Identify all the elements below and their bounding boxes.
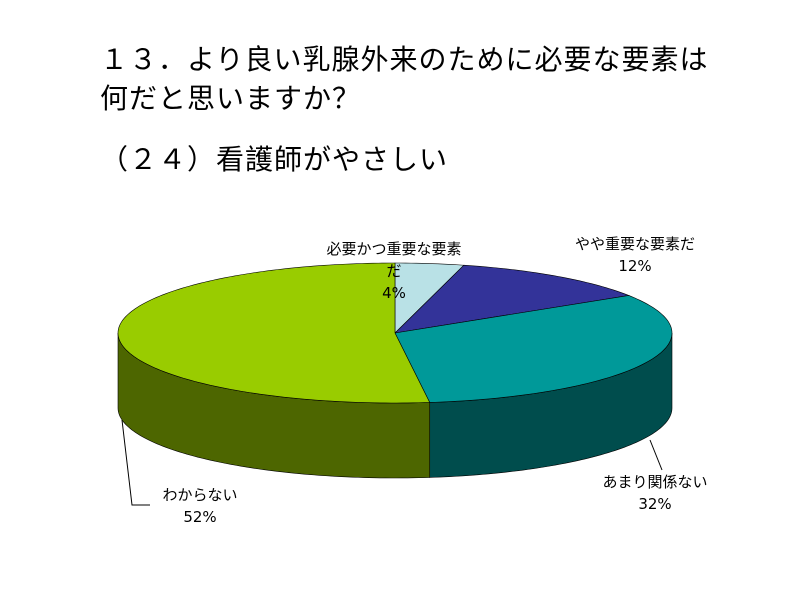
category-label: やや重要な要素だ bbox=[574, 235, 695, 253]
data-label: わからない 52% bbox=[140, 484, 260, 528]
data-label: やや重要な要素だ 12% bbox=[560, 233, 710, 277]
category-label: あまり関係ない bbox=[602, 473, 708, 491]
value-label: 12% bbox=[618, 257, 652, 275]
pie-slice bbox=[117, 262, 431, 404]
chart-subtitle: （２４）看護師がやさしい bbox=[100, 143, 449, 176]
value-label: 32% bbox=[638, 495, 672, 513]
category-label: わからない bbox=[162, 486, 238, 504]
pie-slice bbox=[394, 264, 631, 334]
leader-line bbox=[649, 439, 663, 471]
data-label: あまり関係ない 32% bbox=[590, 471, 720, 515]
value-label: 4% bbox=[382, 284, 406, 302]
category-label: 必要かつ重要な要素だ bbox=[326, 240, 462, 280]
value-label: 52% bbox=[183, 508, 217, 526]
pie-slice bbox=[394, 262, 465, 334]
leader-line bbox=[121, 419, 150, 506]
chart-title: １３．より良い乳腺外来のために必要な要素は bbox=[100, 43, 709, 76]
data-label: 必要かつ重要な要素だ 4% bbox=[320, 238, 468, 304]
chart-title: 何だと思いますか？ bbox=[100, 82, 362, 115]
pie-slice bbox=[394, 295, 673, 403]
